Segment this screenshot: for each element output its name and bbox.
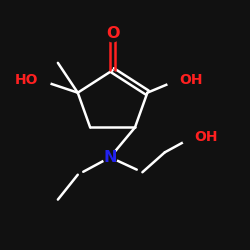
Circle shape xyxy=(167,70,187,90)
Circle shape xyxy=(30,70,50,90)
Text: O: O xyxy=(106,26,119,40)
Circle shape xyxy=(182,128,202,147)
Text: HO: HO xyxy=(14,73,38,87)
Text: OH: OH xyxy=(180,73,203,87)
Text: OH: OH xyxy=(194,130,218,144)
Text: N: N xyxy=(103,150,117,165)
Circle shape xyxy=(103,150,117,164)
Circle shape xyxy=(104,24,121,42)
